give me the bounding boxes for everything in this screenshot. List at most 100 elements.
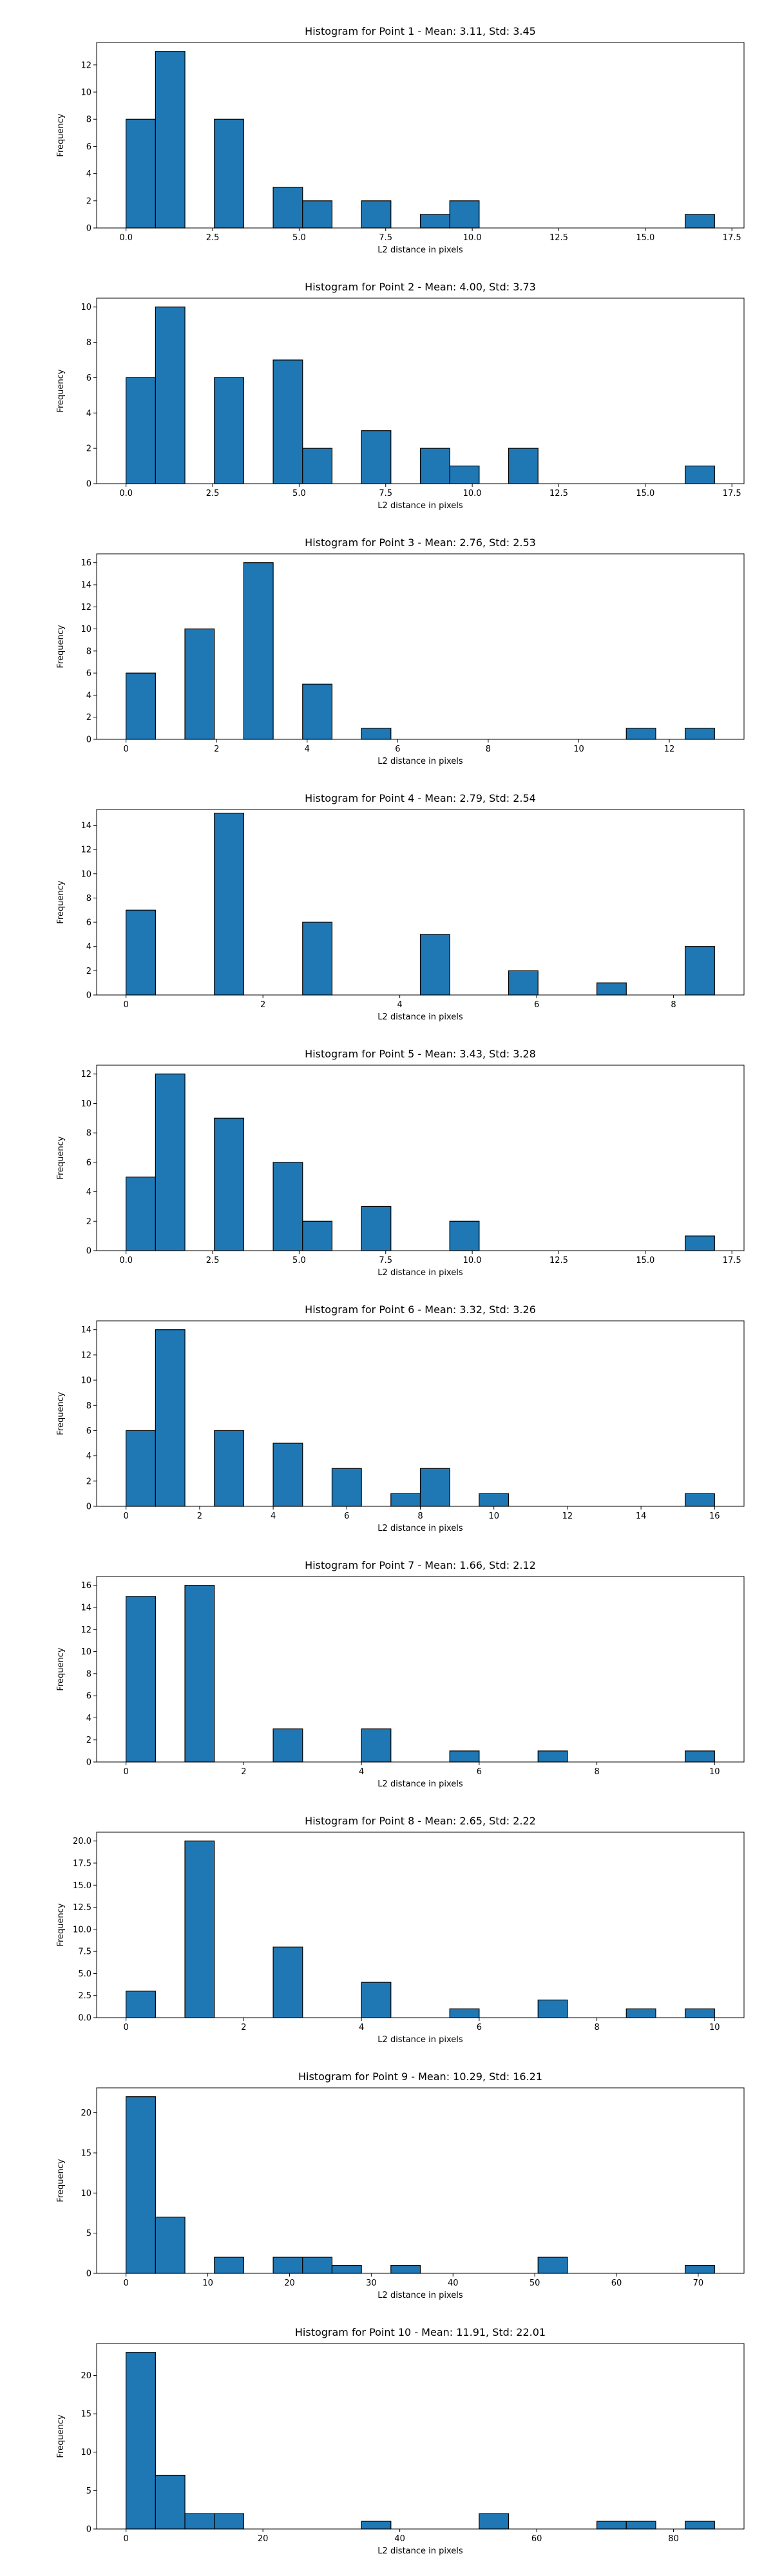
x-tick-label: 2 xyxy=(197,1511,202,1521)
histogram-bar xyxy=(214,1430,245,1507)
histogram-bar xyxy=(685,1493,715,1507)
x-tick-label: 6 xyxy=(477,1767,482,1777)
y-tick-label: 12 xyxy=(81,846,91,855)
histogram-bar xyxy=(508,970,539,996)
histogram-bar xyxy=(361,2521,392,2530)
histogram-bar xyxy=(361,1982,392,2018)
x-tick-label: 6 xyxy=(477,2023,482,2032)
y-tick-label: 16 xyxy=(81,1581,91,1591)
y-tick-label: 20.0 xyxy=(73,1837,91,1846)
y-tick-label: 2 xyxy=(86,196,91,206)
chart-title: Histogram for Point 6 - Mean: 3.32, Std:… xyxy=(305,1303,536,1316)
histogram-bar xyxy=(419,934,450,996)
histogram-panel-4: Histogram for Point 4 - Mean: 2.79, Std:… xyxy=(56,792,745,1022)
histogram-bar xyxy=(126,118,156,229)
x-axis-label: L2 distance in pixels xyxy=(377,501,463,511)
chart-title: Histogram for Point 5 - Mean: 3.43, Std:… xyxy=(305,1048,536,1060)
y-tick-label: 12 xyxy=(81,603,91,612)
x-tick-label: 10 xyxy=(709,2023,720,2032)
axes-frame xyxy=(96,553,745,740)
histogram-panel-5: Histogram for Point 5 - Mean: 3.43, Std:… xyxy=(56,1048,745,1278)
y-axis-label: Frequency xyxy=(56,2159,66,2202)
x-tick-label: 17.5 xyxy=(723,489,741,498)
x-tick-label: 50 xyxy=(530,2278,540,2288)
y-tick-label: 6 xyxy=(86,142,91,152)
y-tick-label: 10 xyxy=(81,869,91,879)
x-tick-label: 12.5 xyxy=(549,233,568,243)
histogram-bar xyxy=(419,214,450,229)
x-tick-label: 7.5 xyxy=(379,233,392,243)
y-tick-label: 7.5 xyxy=(78,1947,91,1957)
y-tick-label: 6 xyxy=(86,1158,91,1168)
histogram-bar xyxy=(272,1728,303,1763)
histogram-bar xyxy=(419,448,450,484)
x-axis-label: L2 distance in pixels xyxy=(377,1268,463,1278)
histogram-bar xyxy=(126,2096,156,2274)
y-tick-label: 4 xyxy=(86,1188,91,1197)
x-axis-label: L2 distance in pixels xyxy=(377,757,463,766)
y-tick-label: 16 xyxy=(81,558,91,568)
histogram-bar xyxy=(214,1117,245,1251)
histogram-bar xyxy=(685,2521,715,2530)
axes-frame xyxy=(96,809,745,996)
y-tick-label: 6 xyxy=(86,1692,91,1701)
y-tick-label: 10 xyxy=(81,2189,91,2199)
histogram-bar xyxy=(302,2257,333,2274)
x-tick-label: 6 xyxy=(395,744,400,754)
y-tick-label: 8 xyxy=(86,338,91,348)
x-tick-label: 17.5 xyxy=(723,1256,741,1265)
y-axis-label: Frequency xyxy=(56,1136,66,1179)
y-tick-label: 0 xyxy=(86,224,91,234)
x-tick-label: 7.5 xyxy=(379,1256,392,1265)
x-axis-label: L2 distance in pixels xyxy=(377,2035,463,2045)
x-tick-label: 80 xyxy=(668,2534,679,2544)
x-tick-label: 15.0 xyxy=(636,1256,654,1265)
histogram-bar xyxy=(155,1329,186,1507)
x-tick-label: 20 xyxy=(258,2534,269,2544)
x-tick-label: 2 xyxy=(260,1000,265,1010)
x-axis-label: L2 distance in pixels xyxy=(377,1779,463,1789)
y-tick-label: 0 xyxy=(86,735,91,745)
y-tick-label: 4 xyxy=(86,691,91,701)
x-tick-label: 4 xyxy=(397,1000,402,1010)
histogram-bar xyxy=(685,1235,715,1251)
x-tick-label: 2 xyxy=(214,744,219,754)
histogram-bar xyxy=(390,1493,421,1507)
x-tick-label: 0 xyxy=(124,2534,129,2544)
y-tick-label: 6 xyxy=(86,374,91,383)
y-tick-label: 0 xyxy=(86,1502,91,1512)
y-axis-label: Frequency xyxy=(56,880,66,923)
histogram-bar xyxy=(479,1493,510,1507)
y-tick-label: 8 xyxy=(86,647,91,656)
y-tick-label: 10 xyxy=(81,1647,91,1657)
histogram-bar xyxy=(302,1220,333,1251)
histogram-bar xyxy=(272,359,303,484)
y-tick-label: 2 xyxy=(86,444,91,454)
histogram-bar xyxy=(596,2521,627,2530)
x-tick-label: 4 xyxy=(305,744,310,754)
y-tick-label: 2 xyxy=(86,967,91,976)
histogram-panel-10: Histogram for Point 10 - Mean: 11.91, St… xyxy=(56,2326,745,2556)
x-tick-label: 0 xyxy=(124,744,129,754)
y-tick-label: 14 xyxy=(81,1604,91,1613)
histogram-bar xyxy=(302,922,333,996)
y-tick-label: 0 xyxy=(86,2525,91,2535)
histogram-bar xyxy=(184,2513,215,2530)
y-tick-label: 8 xyxy=(86,1669,91,1679)
y-tick-label: 4 xyxy=(86,169,91,179)
x-tick-label: 8 xyxy=(671,1000,676,1010)
histogram-bar xyxy=(126,1430,156,1507)
histogram-bar xyxy=(155,2217,186,2274)
histogram-bar xyxy=(126,1177,156,1251)
y-tick-label: 6 xyxy=(86,669,91,679)
x-tick-label: 10 xyxy=(573,744,584,754)
y-tick-label: 0 xyxy=(86,991,91,1001)
y-tick-label: 12 xyxy=(81,1070,91,1079)
x-tick-label: 8 xyxy=(486,744,491,754)
histogram-bar xyxy=(361,1728,392,1763)
x-tick-label: 10.0 xyxy=(463,233,482,243)
chart-title: Histogram for Point 8 - Mean: 2.65, Std:… xyxy=(305,1815,536,1827)
x-tick-label: 2.5 xyxy=(206,233,220,243)
x-axis-label: L2 distance in pixels xyxy=(377,1012,463,1022)
y-tick-label: 6 xyxy=(86,1426,91,1436)
